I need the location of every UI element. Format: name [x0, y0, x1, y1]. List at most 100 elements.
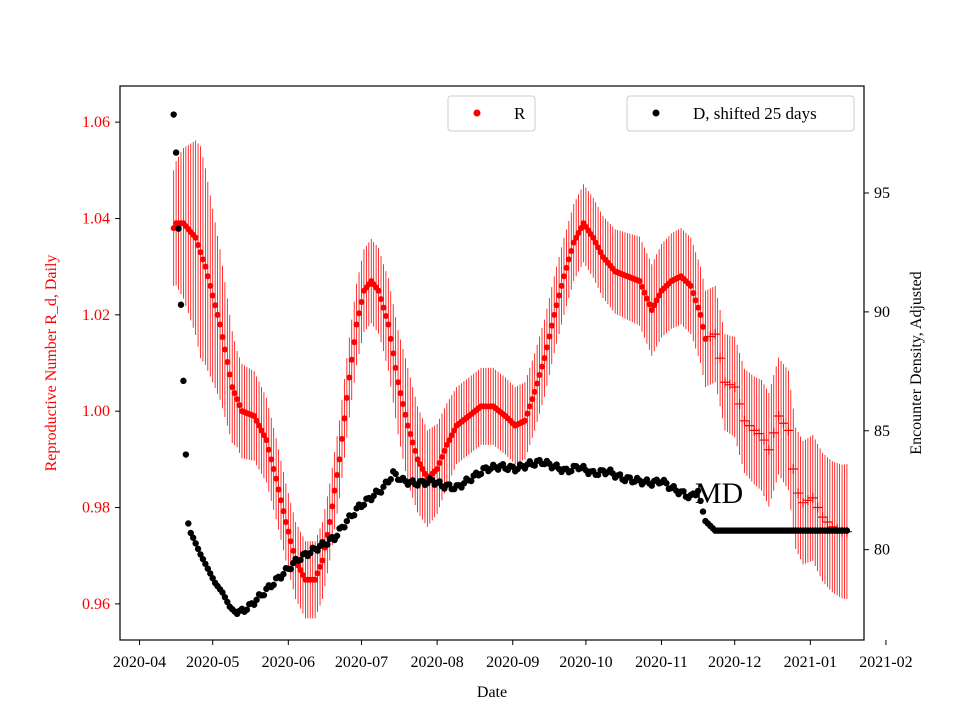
r-point	[353, 321, 360, 328]
r-point	[526, 403, 533, 410]
r-point	[226, 371, 233, 378]
r-point	[421, 470, 428, 477]
r-point	[417, 461, 424, 468]
r-point	[312, 576, 319, 583]
r-point	[277, 497, 284, 504]
r-point-plus	[729, 382, 740, 393]
r-point	[212, 302, 219, 309]
legend-r-label: R	[514, 104, 526, 123]
d-point	[663, 480, 670, 487]
x-tick-label: 2021-02	[859, 654, 912, 671]
r-point	[690, 290, 697, 297]
r-point	[299, 571, 306, 578]
d-point	[297, 556, 304, 564]
r-point-plus	[773, 410, 784, 421]
d-point	[207, 570, 214, 577]
r-point	[529, 396, 536, 403]
x-tick-label: 2021-01	[784, 654, 837, 671]
d-point	[170, 111, 177, 118]
r-point	[692, 297, 699, 304]
legend-r-box	[447, 95, 536, 132]
r-point	[636, 278, 643, 285]
r-point	[407, 431, 414, 438]
d-point	[680, 488, 687, 495]
r-point	[641, 289, 648, 296]
r-point-plus	[719, 377, 730, 388]
d-point	[343, 517, 351, 525]
r-point-plus	[758, 435, 769, 446]
d-point	[194, 545, 202, 553]
x-tick-label: 2020-07	[335, 654, 388, 671]
r-point	[256, 422, 263, 429]
r-point	[531, 388, 538, 395]
r-point	[287, 538, 294, 545]
legend-r: R	[447, 95, 536, 132]
x-tick-label: 2020-04	[113, 654, 166, 671]
r-point	[224, 359, 231, 366]
d-point	[172, 149, 180, 156]
r-point	[392, 364, 399, 371]
r-point	[258, 427, 265, 434]
r-point	[524, 410, 531, 417]
r-point	[338, 435, 345, 442]
d-point	[387, 476, 394, 483]
d-point	[350, 512, 358, 519]
y-left-tick-label: 1.06	[82, 114, 110, 131]
d-point	[199, 555, 207, 563]
annotation-md: MD	[695, 477, 743, 510]
d-point	[177, 301, 185, 308]
d-point	[180, 377, 187, 385]
r-point	[656, 292, 663, 299]
r-point	[273, 475, 280, 482]
r-point	[253, 417, 260, 424]
r-point	[438, 453, 445, 460]
d-point	[209, 574, 216, 582]
d-point	[333, 532, 341, 540]
r-point-plus	[788, 463, 799, 474]
r-point	[446, 437, 453, 444]
r-point	[358, 298, 365, 305]
r-point	[348, 356, 355, 363]
x-tick-label: 2020-09	[486, 654, 539, 671]
r-point-plus	[710, 329, 721, 340]
y-left-axis-label: Reproductive Number R_d, Daily	[43, 255, 60, 472]
r-point	[317, 563, 324, 570]
r-point-plus	[802, 495, 813, 506]
r-point	[217, 321, 224, 328]
r-point	[231, 390, 238, 397]
r-point	[319, 557, 326, 564]
r-point	[314, 570, 321, 577]
d-point	[324, 541, 331, 548]
d-point	[260, 591, 268, 599]
r-point	[199, 256, 206, 263]
r-point	[651, 302, 658, 309]
x-tick-label: 2020-05	[186, 654, 239, 671]
d-point	[250, 601, 258, 608]
d-point	[616, 471, 624, 478]
y-left-tick-label: 1.04	[82, 210, 110, 227]
r-point	[402, 411, 409, 418]
r-point	[448, 432, 455, 439]
r-point	[375, 287, 382, 294]
y-axis-right: 80 85 90 95	[864, 185, 890, 559]
r-point	[219, 333, 226, 340]
r-point	[326, 518, 333, 525]
r-point	[592, 239, 599, 246]
y-left-tick-label: 1.00	[82, 403, 110, 420]
r-point	[260, 432, 267, 439]
d-point	[224, 598, 231, 606]
y-right-tick-label: 85	[874, 423, 890, 440]
r-point	[275, 486, 282, 493]
r-point	[597, 249, 604, 256]
r-point	[265, 446, 272, 453]
d-point	[287, 565, 294, 573]
d-point	[253, 596, 260, 604]
r-point	[646, 301, 653, 308]
r-point	[378, 296, 385, 303]
r-point	[643, 295, 650, 302]
r-point-plus	[705, 331, 716, 342]
d-point	[221, 594, 229, 601]
r-point	[556, 292, 563, 299]
r-point-plus	[715, 353, 726, 364]
r-point-plus	[817, 512, 828, 523]
